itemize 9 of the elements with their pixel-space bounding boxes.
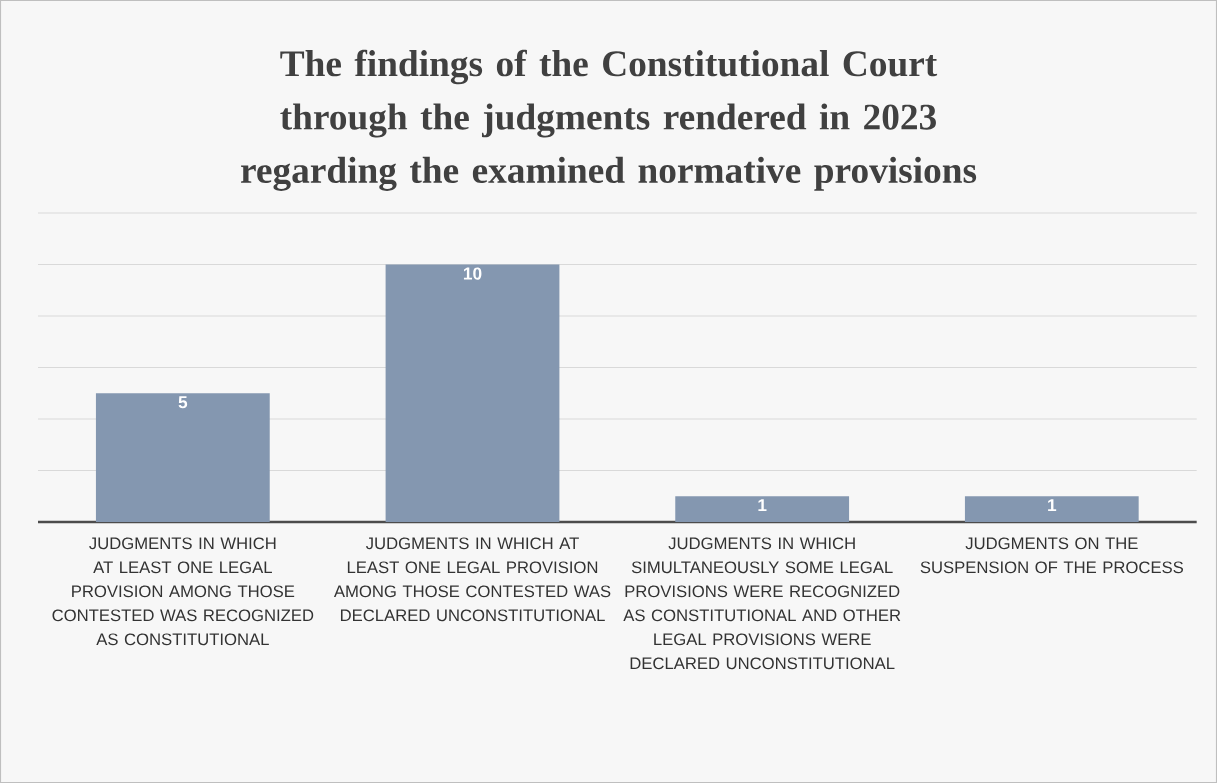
data-label: 1 xyxy=(1048,499,1057,512)
x-tick-label: JUDGMENTS IN WHICH AT LEAST ONE LEGAL PROVISION AMONG THOSE CONTESTED WAS RECOGNIZED AS CONSTITUTIONAL xyxy=(52,537,314,646)
chart-title: The findings of the Constitutional Court through the judgments rendered in 2023 regarding the examined normative provisions xyxy=(241,49,977,191)
x-tick-label: JUDGMENTS ON THE SUSPENSION OF THE PROCESS xyxy=(920,537,1184,574)
data-label: 5 xyxy=(178,396,188,409)
data-label: 1 xyxy=(758,499,767,512)
data-label: 10 xyxy=(463,267,482,280)
x-tick-label: JUDGMENTS IN WHICH SIMULTANEOUSLY SOME LEGAL PROVISIONS WERE RECOGNIZED AS CONSTITUTIONAL AND OTHER LEGAL PROVISIONS WERE DECLARED UNCONSTITUTIONAL xyxy=(623,537,901,670)
x-tick-label: JUDGMENTS IN WHICH AT LEAST ONE LEGAL PROVISION AMONG THOSE CONTESTED WAS DECLARED UNCONSTITUTIONAL xyxy=(333,537,611,622)
